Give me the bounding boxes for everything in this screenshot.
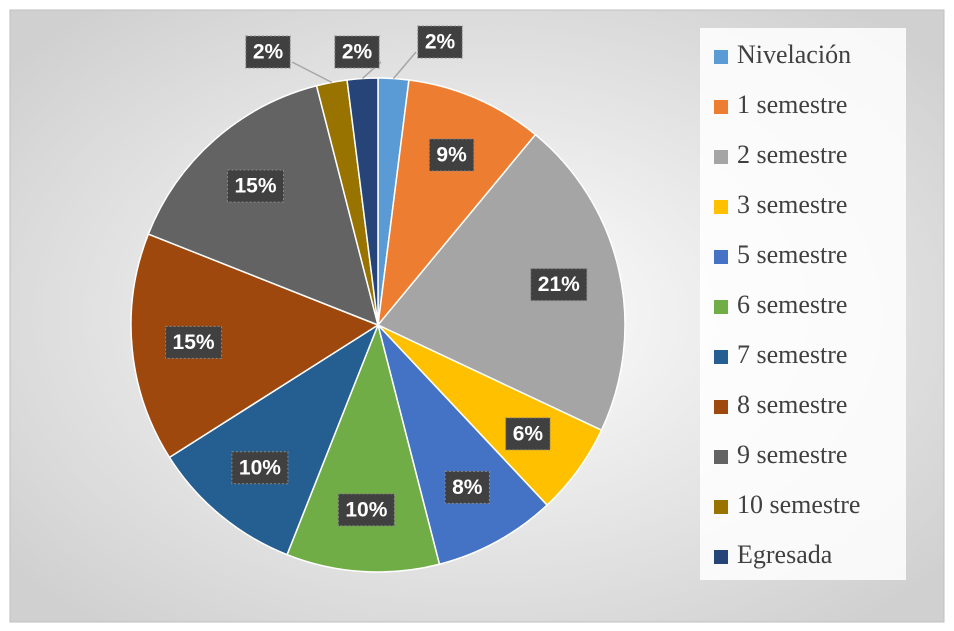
legend-swatch (714, 150, 728, 164)
legend-swatch (714, 550, 728, 564)
data-label: 9% (436, 144, 467, 167)
legend-swatch (714, 400, 728, 414)
legend-swatch (714, 100, 728, 114)
pie-slice (377, 324, 549, 566)
pie (130, 77, 626, 573)
legend-label: 6 semestre (737, 290, 847, 319)
legend-label: 3 semestre (737, 190, 847, 219)
leader-line (291, 61, 333, 84)
legend-swatch (714, 50, 728, 64)
data-labels: 2% 9% 21% 6% 8% 10% 10% 15% 15% 2% 2% (165, 25, 588, 527)
data-label: 10% (239, 456, 281, 479)
legend-swatch (714, 350, 728, 364)
legend-swatch (714, 300, 728, 314)
data-label-box (444, 470, 490, 504)
data-label: 21% (538, 273, 580, 296)
data-label: 8% (452, 476, 483, 499)
data-label-box (245, 35, 291, 69)
legend-swatch (714, 450, 728, 464)
data-label-box (337, 493, 395, 527)
data-label-box (334, 35, 380, 69)
leader-line (392, 51, 417, 79)
pie-slice (376, 133, 626, 432)
data-label: 2% (425, 31, 456, 54)
legend-label: Nivelación (737, 40, 851, 69)
pie-slice (130, 233, 380, 459)
pie-slice (286, 322, 441, 573)
legend-label: 2 semestre (737, 140, 847, 169)
legend-label: 5 semestre (737, 240, 847, 269)
data-label-box (165, 325, 223, 359)
data-label: 2% (342, 41, 373, 64)
pie-slice (376, 79, 537, 328)
data-label-box (226, 169, 285, 203)
legend-label: 7 semestre (737, 340, 847, 369)
legend-label: 1 semestre (737, 90, 847, 119)
data-label-box (505, 417, 551, 451)
data-label: 2% (253, 41, 284, 64)
data-label-box (417, 25, 463, 59)
data-label-box (428, 138, 475, 172)
legend: Nivelación 1 semestre 2 semestre 3 semestre… (714, 40, 860, 569)
legend-box (700, 28, 906, 580)
data-label: 10% (345, 498, 387, 521)
data-label-box (231, 451, 289, 485)
legend-label: 9 semestre (737, 440, 847, 469)
legend-swatch (714, 250, 728, 264)
data-label-box (530, 268, 588, 302)
legend-label: 8 semestre (737, 390, 847, 419)
legend-swatch (714, 200, 728, 214)
pie-slice (168, 323, 380, 556)
data-label: 6% (513, 422, 544, 445)
legend-label: 10 semestre (737, 490, 860, 519)
legend-swatch (714, 500, 728, 514)
pie-slice (147, 84, 380, 327)
legend-label: Egresada (737, 540, 833, 569)
data-label: 15% (173, 331, 215, 354)
data-label: 15% (234, 175, 276, 198)
